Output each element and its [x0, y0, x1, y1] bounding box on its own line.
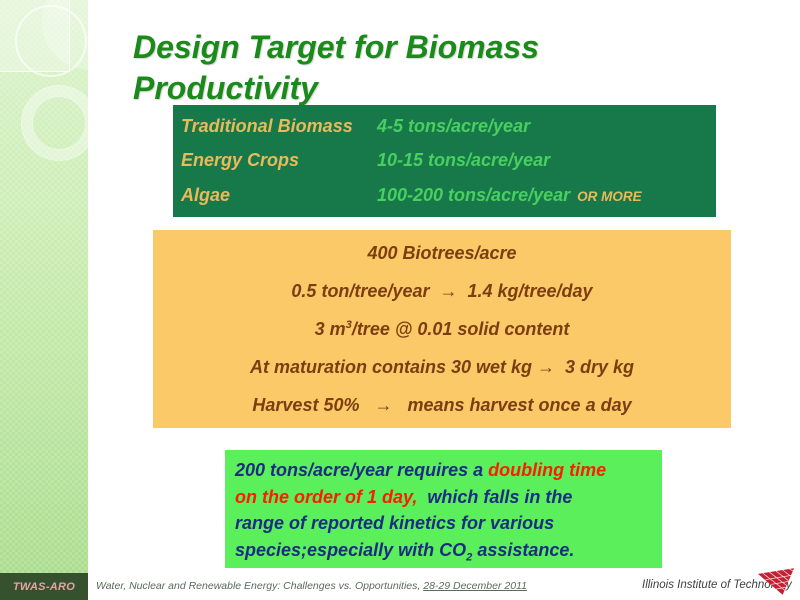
citation-title: Water, Nuclear and Renewable Energy: Cha… — [96, 580, 424, 592]
biotree-calculation-box: 400 Biotrees/acre 0.5 ton/tree/year → 1.… — [153, 230, 731, 428]
note-blue-text: 200 tons/acre/year requires a — [235, 460, 489, 480]
row-label: Algae — [181, 185, 231, 206]
subscript-2: 2 — [466, 551, 473, 564]
note-red-text: doubling time — [488, 460, 607, 480]
row-label: Energy Crops — [181, 150, 300, 171]
note-blue-text: species;especially with CO — [235, 539, 467, 560]
slide-title-line1: Design Target for Biomass — [133, 29, 540, 66]
iit-logo-icon — [757, 568, 795, 595]
note-blue-text: which falls in the — [417, 486, 573, 507]
table-row: Traditional Biomass 4-5 tons/acre/year — [181, 116, 708, 137]
table-row: Energy Crops 10-15 tons/acre/year — [181, 150, 708, 171]
row-value: 100-200 tons/acre/year OR MORE — [377, 185, 708, 206]
row-value: 4-5 tons/acre/year — [377, 116, 708, 137]
row-value-text: 100-200 tons/acre/year — [377, 185, 571, 206]
note-blue-text: range of reported kinetics for various — [235, 513, 555, 533]
decorative-ring — [22, 86, 88, 160]
row-value-text: 4-5 tons/acre/year — [377, 115, 531, 136]
row-label: Traditional Biomass — [181, 115, 353, 136]
twas-aro-label: TWAS-ARO — [12, 580, 76, 593]
row-value: 10-15 tons/acre/year — [377, 150, 708, 171]
note-line-2: on the order of 1 day, which falls in th… — [235, 484, 652, 511]
note-line-1: 200 tons/acre/year requires a doubling t… — [235, 457, 652, 484]
biotree-line-5: Harvest 50% → means harvest once a day — [252, 394, 632, 415]
decorative-circle-outline — [15, 5, 87, 77]
slide-title: Design Target for Biomass Productivity — [133, 27, 753, 109]
doubling-time-note: 200 tons/acre/year requires a doubling t… — [225, 450, 662, 568]
note-line-4: species;especially with CO2 assistance. — [235, 537, 652, 571]
biotree-line-3-pre: 3 m — [314, 318, 346, 339]
superscript-3: 3 — [345, 318, 352, 331]
iit-wordmark: Illinois Institute of Technology — [642, 579, 792, 591]
biotree-line-4: At maturation contains 30 wet kg → 3 dry… — [249, 356, 635, 377]
row-suffix: OR MORE — [577, 189, 642, 205]
note-red-text: on the order of 1 day, — [235, 486, 418, 507]
note-blue-text: assistance. — [472, 539, 575, 560]
row-value-text: 10-15 tons/acre/year — [377, 150, 551, 171]
slide-title-line2: Productivity — [133, 70, 318, 107]
biotree-line-3-post: /tree @ 0.01 solid content — [351, 318, 570, 339]
twas-aro-badge: TWAS-ARO — [0, 573, 88, 600]
note-line-3: range of reported kinetics for various — [235, 510, 652, 537]
citation-date: 28-29 December 2011 — [423, 580, 527, 592]
biomass-comparison-table: Traditional Biomass 4-5 tons/acre/year E… — [173, 105, 716, 217]
biotree-line-1: 400 Biotrees/acre — [367, 242, 517, 263]
sidebar-decoration — [0, 0, 88, 573]
citation-text: Water, Nuclear and Renewable Energy: Cha… — [96, 573, 527, 600]
biotree-line-2: 0.5 ton/tree/year → 1.4 kg/tree/day — [291, 280, 593, 301]
table-row: Algae 100-200 tons/acre/year OR MORE — [181, 185, 708, 206]
biotree-line-3: 3 m3/tree @ 0.01 solid content — [163, 319, 721, 340]
